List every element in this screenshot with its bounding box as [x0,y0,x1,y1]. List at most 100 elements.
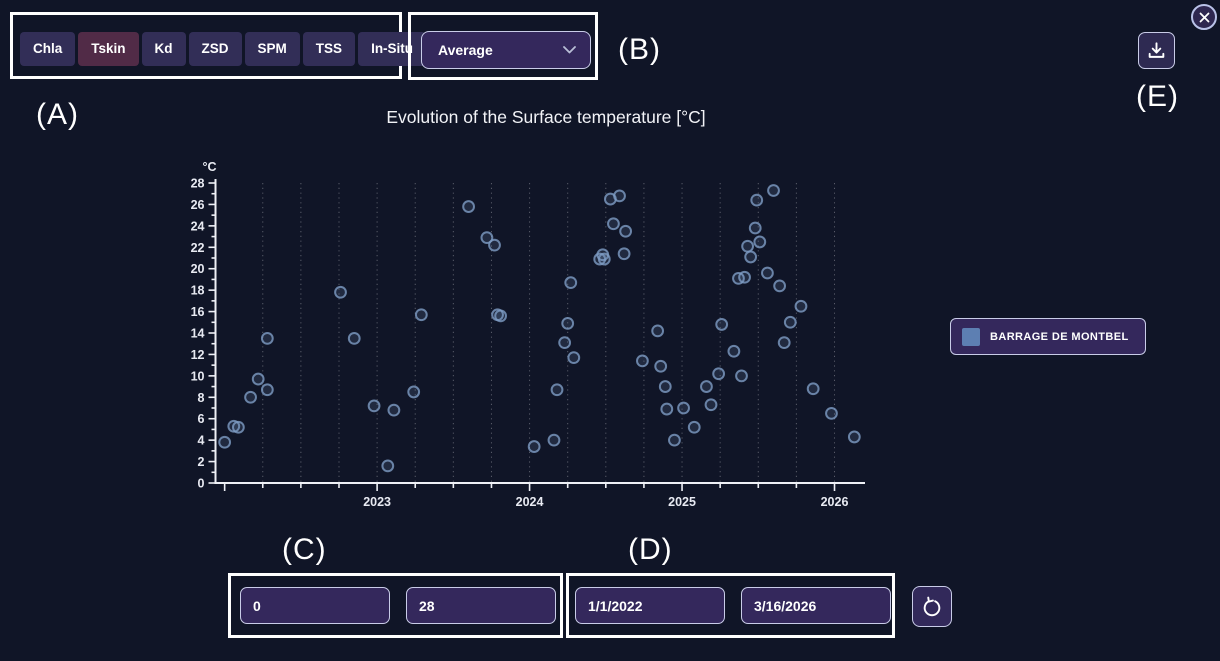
data-point [847,430,861,444]
y-tick-label: 24 [191,219,205,233]
y-tick-label: 4 [198,434,205,448]
x-tick-label: 2025 [668,495,696,509]
data-point [564,276,578,290]
legend-swatch [962,327,980,346]
data-point [715,318,729,331]
data-point [660,402,674,416]
data-point [480,231,494,245]
data-point [750,193,764,207]
data-point [488,238,501,252]
tab-zsd[interactable]: ZSD [188,31,242,66]
data-point [260,383,274,397]
download-icon [1148,42,1165,58]
data-point [607,217,620,231]
data-point [727,344,741,358]
data-point [767,184,780,197]
data-point [251,372,265,386]
data-point [761,266,774,280]
data-point [704,398,718,412]
close-button[interactable] [1191,4,1217,30]
data-point [748,221,762,235]
aggregation-dropdown-value: Average [438,42,493,58]
data-point [527,440,541,453]
y-tick-label: 8 [198,391,205,405]
date-range-annotation-box [566,573,895,638]
close-icon [1199,12,1209,22]
aggregation-dropdown[interactable]: Average [421,31,591,69]
data-point [658,380,672,393]
tab-in-situ[interactable]: In-Situ [358,31,427,66]
data-point [753,235,767,249]
annotation-label-a: (A) [36,98,79,131]
tab-chla[interactable]: Chla [20,31,76,66]
tab-kd[interactable]: Kd [141,31,186,66]
variable-tabs: Chla Tskin Kd ZSD SPM TSS In-Situ [13,26,427,66]
y-tick-label: 18 [191,284,205,298]
y-min-input[interactable] [240,587,390,624]
data-point [654,359,668,373]
y-tick-label: 0 [198,477,205,491]
aggregation-annotation-box: Average [408,12,598,80]
data-point [347,331,361,345]
y-tick-label: 28 [191,177,205,191]
data-point [613,189,626,203]
data-point [651,324,665,338]
x-tick-label: 2023 [363,495,391,509]
data-point [218,435,232,449]
download-button[interactable] [1138,32,1175,69]
chevron-down-icon [563,46,576,54]
data-point [550,383,564,397]
x-tick-label: 2026 [821,495,849,509]
data-point [700,380,713,393]
data-point [561,316,575,330]
data-point [636,354,649,368]
data-point [547,433,561,447]
data-point [741,239,755,253]
chart-title: Evolution of the Surface temperature [°C… [386,107,706,127]
data-point [825,406,838,420]
start-date-input[interactable] [575,587,725,624]
y-axis-unit-label: °C [202,160,216,174]
y-tick-label: 22 [191,241,205,255]
x-tick-label: 2024 [516,495,544,509]
tab-tskin[interactable]: Tskin [78,31,139,66]
data-point [260,331,274,345]
data-point [806,382,820,396]
data-point [462,200,475,213]
tab-spm[interactable]: SPM [244,31,300,66]
y-tick-label: 2 [198,455,205,469]
annotation-label-e: (E) [1136,80,1179,113]
data-point [773,279,787,293]
y-tick-label: 14 [191,327,205,341]
data-point [738,270,751,284]
legend-item-barrage-de-montbel[interactable]: BARRAGE DE MONTBEL [950,318,1146,355]
data-point [617,247,631,261]
value-range-annotation-box [228,573,563,638]
data-point [244,390,257,404]
data-point [783,315,797,329]
data-point [567,351,581,365]
data-point [712,367,726,381]
data-point [619,224,633,238]
end-date-input[interactable] [741,587,891,624]
data-point [381,459,395,473]
annotation-label-d: (D) [628,533,673,566]
data-point [677,401,690,415]
legend-label: BARRAGE DE MONTBEL [990,330,1129,343]
data-point [794,299,808,313]
y-tick-label: 10 [191,369,205,383]
data-point [367,399,381,413]
y-tick-label: 26 [191,198,205,212]
data-point [597,252,611,266]
y-tick-label: 20 [191,262,205,276]
reset-button[interactable] [912,586,952,627]
data-point [494,309,508,323]
y-max-input[interactable] [406,587,556,624]
tab-tss[interactable]: TSS [302,31,356,66]
data-point [687,420,701,434]
data-point [744,250,758,264]
data-point [414,308,428,322]
data-point [558,336,572,350]
